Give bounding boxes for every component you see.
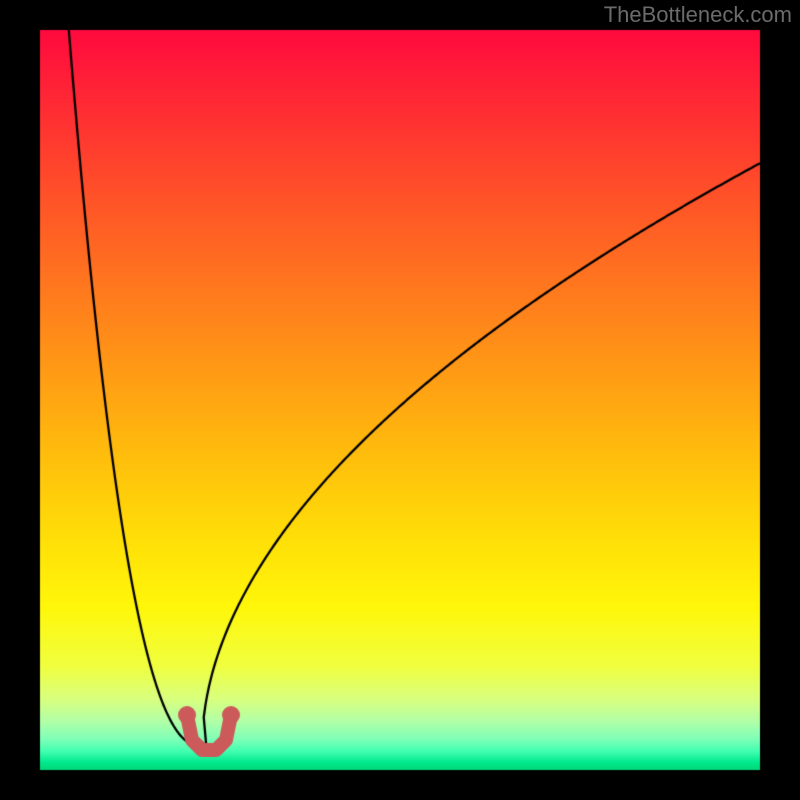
watermark-label: TheBottleneck.com — [604, 2, 792, 28]
bottleneck-chart — [0, 0, 800, 800]
